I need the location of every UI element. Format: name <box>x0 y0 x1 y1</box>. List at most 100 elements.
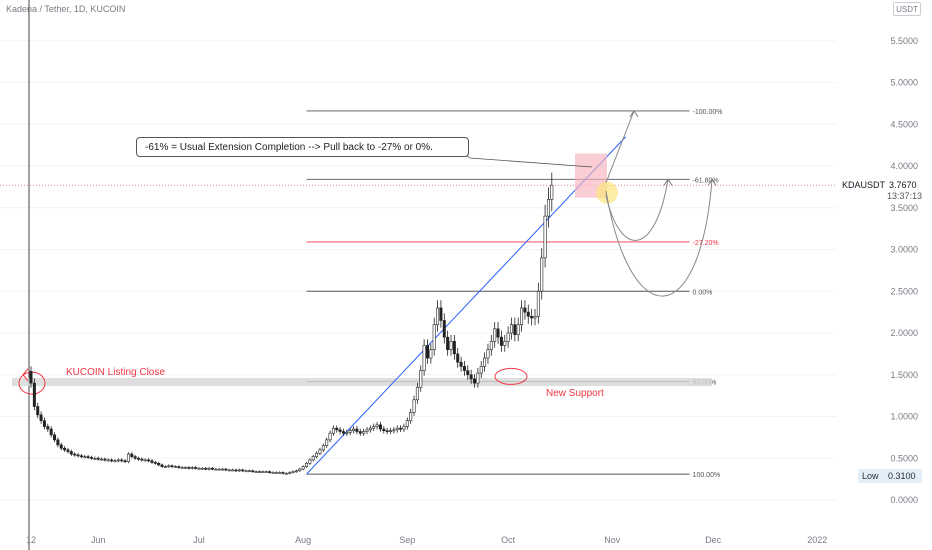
candle-body <box>405 420 409 427</box>
candle-body <box>247 470 251 473</box>
y-tick-label: 0.5000 <box>890 453 918 463</box>
callout-pointer <box>459 149 593 168</box>
candle-body <box>493 328 497 342</box>
candle-body <box>452 341 456 355</box>
candle-body <box>509 324 513 334</box>
last-price: 3.7670 <box>889 180 917 190</box>
candle-body <box>143 459 147 462</box>
candle-body <box>308 459 312 464</box>
fib-level-label: 100.00% <box>693 472 721 479</box>
candle-body <box>53 434 57 441</box>
candle-body <box>63 447 67 451</box>
projection-0-arrow <box>707 178 717 186</box>
candle-body <box>429 349 433 359</box>
candle-body <box>210 467 214 470</box>
candle-body <box>476 372 480 384</box>
projection-27 <box>605 179 669 241</box>
candle-body <box>516 324 520 335</box>
candle-body <box>305 462 309 467</box>
candle-body <box>479 366 483 374</box>
x-tick-label: 2022 <box>807 535 827 545</box>
candle-body <box>126 453 130 462</box>
candle-body <box>341 431 345 434</box>
candle-body <box>257 471 261 473</box>
candle-body <box>459 361 463 367</box>
candle-body <box>449 341 453 351</box>
x-tick-label: Nov <box>604 535 621 545</box>
y-tick-label: 2.5000 <box>890 286 918 296</box>
candle-body <box>338 429 342 432</box>
candle-body <box>100 458 104 461</box>
candle-body <box>536 290 540 317</box>
annotation-callout[interactable]: -61% = Usual Extension Completion --> Pu… <box>136 137 469 157</box>
candle-body <box>130 453 134 457</box>
candle-body <box>540 257 544 292</box>
candle-body <box>335 427 339 431</box>
candle-body <box>180 467 184 469</box>
candle-body <box>73 453 77 456</box>
currency-badge[interactable]: USDT <box>893 2 921 16</box>
candle-body <box>288 472 292 474</box>
candle-body <box>284 472 288 475</box>
candle-body <box>200 467 204 470</box>
x-tick-label: Oct <box>501 535 516 545</box>
candle-body <box>56 439 60 446</box>
support-ellipse <box>494 367 528 385</box>
candle-body <box>301 466 305 470</box>
chart-title: Kadena / Tether, 1D, KUCOIN <box>6 4 126 14</box>
candle-body <box>66 449 70 452</box>
candle-body <box>462 366 466 371</box>
candles <box>29 172 554 475</box>
x-tick-label: Jun <box>91 535 106 545</box>
candle-body <box>436 307 440 325</box>
candle-body <box>352 428 356 431</box>
candle-body <box>432 324 436 350</box>
candle-body <box>425 345 429 359</box>
candle-body <box>294 470 298 473</box>
candle-body <box>106 459 110 462</box>
candle-body <box>415 386 419 401</box>
candle-body <box>103 458 107 461</box>
candle-body <box>187 467 191 469</box>
fib-level-label: -61.80% <box>693 177 719 184</box>
projection-0 <box>605 179 713 297</box>
candle-body <box>221 468 225 471</box>
y-tick-label: 3.0000 <box>890 245 918 255</box>
target-circle <box>596 181 618 204</box>
candle-body <box>79 455 83 458</box>
x-axis: 12 Jun Jul Aug Sep Oct Nov Dec 2022 <box>26 535 827 545</box>
candle-body <box>533 315 537 319</box>
candle-body <box>137 457 141 460</box>
y-tick-label: 0.0000 <box>890 495 918 505</box>
candle-body <box>368 427 372 431</box>
bar-countdown: 13:37:13 <box>887 191 923 201</box>
low-price-tag: Low 0.3100 <box>858 469 922 483</box>
candle-body <box>419 370 423 388</box>
x-tick-label: Aug <box>295 535 311 545</box>
y-tick-label: 3.5000 <box>890 203 918 213</box>
fib-level-label: 0.00% <box>693 289 713 296</box>
candle-body <box>89 457 93 459</box>
candle-body <box>456 353 460 363</box>
low-value: 0.3100 <box>888 471 916 481</box>
candle-body <box>261 471 265 473</box>
candle-body <box>281 472 285 474</box>
candle-body <box>153 462 157 464</box>
candle-body <box>160 464 164 467</box>
candle-body <box>325 439 329 447</box>
candle-body <box>355 428 359 432</box>
candle-body <box>36 406 40 416</box>
fib-level-label: -100.00% <box>693 109 723 116</box>
projection-up-arrow <box>629 109 639 118</box>
candle-body <box>315 452 319 457</box>
candle-body <box>150 460 154 463</box>
candle-body <box>231 469 235 472</box>
candle-body <box>318 449 322 454</box>
candle-body <box>69 451 73 455</box>
candle-body <box>402 426 406 430</box>
candle-body <box>358 431 362 434</box>
candle-body <box>167 465 171 468</box>
candle-body <box>382 428 386 431</box>
candle-body <box>399 427 403 430</box>
